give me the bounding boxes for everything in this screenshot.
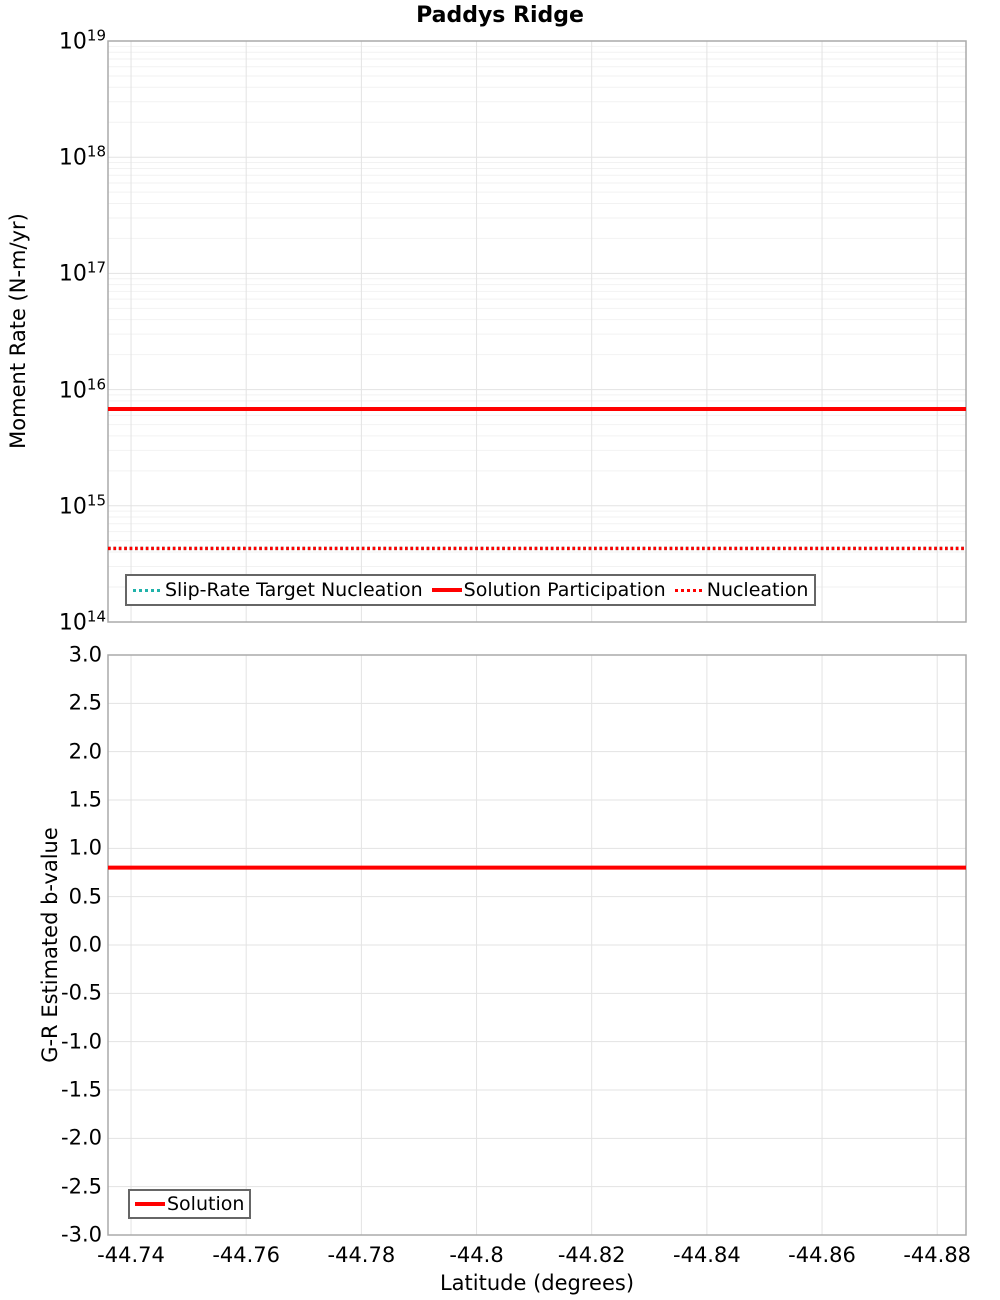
y-tick-label: 2.5 bbox=[68, 690, 102, 715]
legend-item-solution-participation: Solution Participation bbox=[431, 579, 666, 601]
chart-title: Paddys Ridge bbox=[416, 3, 584, 28]
y-tick-label: 1015 bbox=[58, 491, 106, 520]
y-tick-label: -1.0 bbox=[61, 1029, 102, 1054]
legend-label: Slip-Rate Target Nucleation bbox=[165, 579, 423, 601]
y-tick-label: -2.0 bbox=[61, 1125, 102, 1150]
bottom-plot-border bbox=[107, 654, 967, 1236]
y-tick-label: 1.5 bbox=[68, 787, 102, 812]
y-tick-label: 1017 bbox=[58, 258, 106, 288]
x-tick-label: -44.84 bbox=[673, 1243, 741, 1267]
y-tick-label: -1.5 bbox=[61, 1077, 102, 1102]
bottom-legend: Solution bbox=[128, 1189, 252, 1219]
y-tick-label: -0.5 bbox=[61, 980, 102, 1005]
x-tick-label: -44.82 bbox=[557, 1243, 626, 1267]
top-plot-border bbox=[107, 40, 967, 623]
legend-item-solution: Solution bbox=[135, 1193, 244, 1215]
x-tick-label: -44.8 bbox=[449, 1243, 504, 1267]
y-tick-label: 1019 bbox=[58, 26, 106, 55]
y-tick-label: 1014 bbox=[58, 607, 106, 636]
x-tick-label: -44.86 bbox=[788, 1243, 856, 1267]
dotted-line-sample-icon bbox=[133, 588, 163, 592]
y-tick-label: -2.5 bbox=[61, 1174, 102, 1199]
generated-plot-layer bbox=[107, 40, 967, 1236]
x-tick-label: -44.78 bbox=[327, 1243, 396, 1267]
top-plot bbox=[107, 40, 967, 623]
y-tick-label: 0.0 bbox=[68, 932, 102, 957]
legend-item-slip-rate-target-nucleation: Slip-Rate Target Nucleation bbox=[133, 579, 423, 601]
bottom-plot bbox=[107, 654, 967, 1236]
x-tick-label: -44.88 bbox=[903, 1243, 972, 1267]
y-tick-label: 1016 bbox=[58, 374, 106, 404]
top-legend: Slip-Rate Target Nucleation Solution Part… bbox=[125, 574, 817, 606]
x-tick-label: -44.74 bbox=[97, 1243, 165, 1267]
legend-label: Solution Participation bbox=[463, 579, 666, 601]
legend-item-nucleation: Nucleation bbox=[674, 579, 809, 601]
x-tick-label: -44.76 bbox=[212, 1243, 281, 1267]
y-tick-label: 1.0 bbox=[68, 835, 102, 860]
bottom-y-axis-label: G-R Estimated b-value bbox=[38, 827, 62, 1063]
x-axis-label: Latitude (degrees) bbox=[440, 1271, 634, 1295]
y-tick-label: 0.5 bbox=[68, 884, 102, 909]
y-tick-label: -3.0 bbox=[61, 1222, 102, 1247]
y-tick-label: 2.0 bbox=[68, 739, 102, 764]
solid-line-sample-icon bbox=[431, 588, 462, 592]
legend-label: Solution bbox=[167, 1193, 245, 1215]
solid-line-sample-icon bbox=[135, 1202, 165, 1206]
legend-label: Nucleation bbox=[706, 579, 809, 601]
top-y-axis-label: Moment Rate (N-m/yr) bbox=[6, 213, 30, 449]
y-tick-label: 1018 bbox=[58, 142, 106, 171]
dotted-line-sample-icon bbox=[674, 588, 705, 592]
y-tick-label: 3.0 bbox=[68, 642, 102, 667]
